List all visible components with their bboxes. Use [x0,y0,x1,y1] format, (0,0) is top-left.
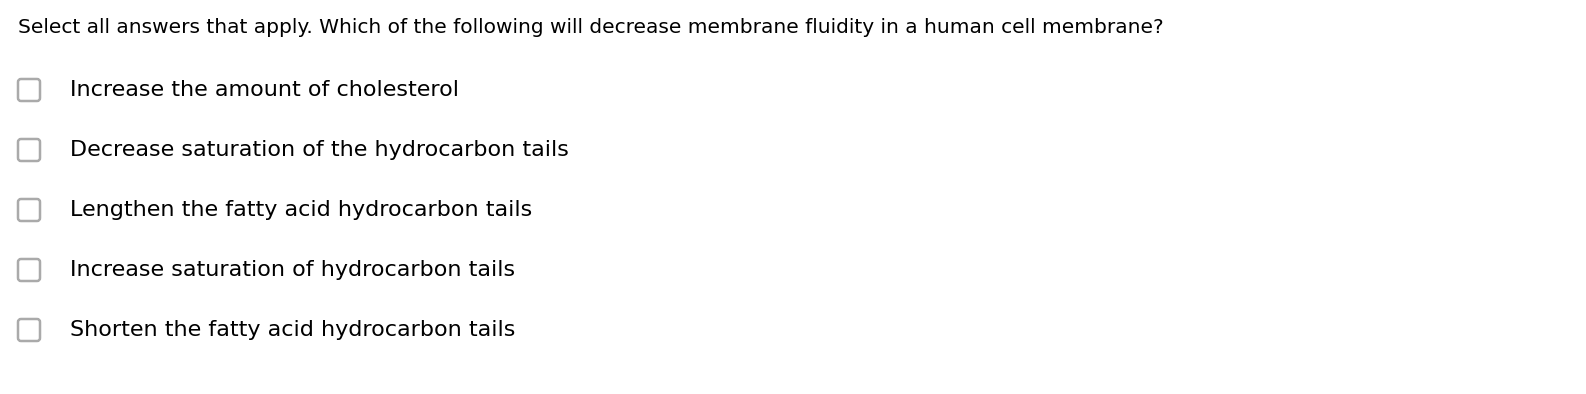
FancyBboxPatch shape [17,199,40,221]
Text: Shorten the fatty acid hydrocarbon tails: Shorten the fatty acid hydrocarbon tails [70,320,515,340]
FancyBboxPatch shape [17,79,40,101]
Text: Decrease saturation of the hydrocarbon tails: Decrease saturation of the hydrocarbon t… [70,140,569,160]
FancyBboxPatch shape [17,259,40,281]
Text: Lengthen the fatty acid hydrocarbon tails: Lengthen the fatty acid hydrocarbon tail… [70,200,533,220]
Text: Select all answers that apply. Which of the following will decrease membrane flu: Select all answers that apply. Which of … [17,18,1164,37]
Text: Increase the amount of cholesterol: Increase the amount of cholesterol [70,80,458,100]
Text: Increase saturation of hydrocarbon tails: Increase saturation of hydrocarbon tails [70,260,515,280]
FancyBboxPatch shape [17,319,40,341]
FancyBboxPatch shape [17,139,40,161]
